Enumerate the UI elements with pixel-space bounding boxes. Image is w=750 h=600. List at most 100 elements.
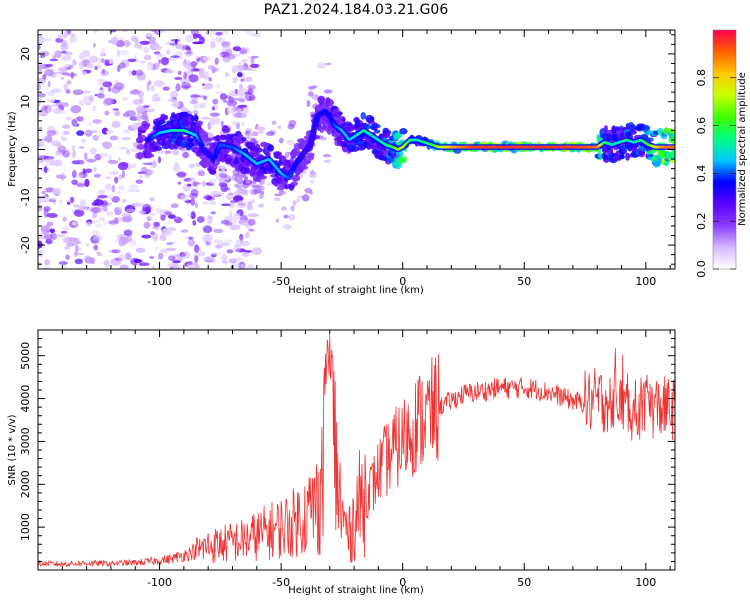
heatmap-cell	[123, 129, 130, 134]
heatmap-cell	[44, 259, 50, 266]
heatmap-cell	[190, 115, 199, 121]
heatmap-cell	[44, 157, 56, 164]
heatmap-cell	[236, 108, 242, 113]
heatmap-cell	[228, 258, 237, 264]
heatmap-cell	[168, 241, 177, 245]
heatmap-cell	[149, 197, 155, 202]
snr-y-axis: 1000 2000 3000 4000 5000	[19, 329, 675, 571]
heatmap-cell	[156, 45, 162, 51]
heatmap-cell	[277, 125, 282, 129]
heatmap-cell	[265, 183, 273, 186]
heatmap-cell	[201, 116, 211, 120]
colorbar: 0.0 0.2 0.4 0.6 0.8 Normalized spectral ampl…	[695, 29, 748, 278]
heatmap-cell	[192, 220, 197, 226]
heatmap-cell	[111, 184, 116, 193]
heatmap-cell	[199, 102, 206, 109]
heatmap-cell	[44, 166, 48, 174]
heatmap-cell	[94, 153, 102, 161]
heatmap-cell	[197, 170, 205, 177]
heatmap-cell	[223, 99, 228, 103]
heatmap-cell	[185, 34, 194, 43]
heatmap-cell	[245, 167, 251, 175]
heatmap-cell	[338, 111, 343, 116]
heatmap-cell	[111, 120, 121, 129]
heatmap-cell	[74, 250, 78, 258]
heatmap-cell	[224, 239, 233, 243]
heatmap-cell	[222, 187, 231, 191]
heatmap-cell	[209, 169, 217, 175]
heatmap-cell	[72, 59, 77, 66]
heatmap-cell	[78, 100, 85, 107]
heatmap-cell	[62, 150, 70, 158]
heatmap-cell	[224, 71, 229, 78]
heatmap-cell	[71, 179, 78, 185]
heatmap-cell	[101, 58, 105, 64]
heatmap-cell	[60, 137, 68, 142]
heatmap-cell	[85, 168, 93, 174]
y-tick-label: -10	[19, 188, 32, 206]
heatmap-cell	[191, 110, 200, 114]
heatmap-cell	[45, 187, 55, 193]
heatmap-cell	[63, 102, 69, 108]
heatmap-cell	[143, 46, 150, 54]
heatmap-cell	[290, 181, 299, 187]
chart-title: PAZ1.2024.184.03.21.G06	[264, 2, 449, 18]
heatmap-cell	[240, 236, 244, 244]
heatmap-cell	[247, 56, 252, 60]
heatmap-cell	[164, 41, 172, 46]
heatmap-cell	[223, 127, 231, 133]
heatmap-cell	[195, 202, 198, 208]
heatmap-cell	[49, 228, 55, 234]
heatmap-cell	[166, 242, 174, 246]
heatmap-cell	[258, 193, 264, 199]
heatmap-cell	[51, 197, 56, 201]
heatmap-cell	[55, 37, 64, 43]
heatmap-cell	[49, 58, 59, 62]
heatmap-cell	[165, 49, 171, 55]
heatmap-cell	[96, 92, 105, 99]
heatmap-cell	[92, 212, 98, 219]
heatmap-cell	[325, 99, 335, 107]
heatmap-cell	[248, 228, 255, 232]
heatmap-cell	[194, 255, 199, 263]
heatmap-cell	[71, 221, 78, 226]
heatmap-cell	[123, 40, 131, 48]
heatmap-cell	[172, 164, 181, 173]
y-tick-label: 10	[19, 95, 32, 109]
heatmap-cell	[201, 83, 206, 86]
heatmap-cell	[91, 130, 98, 134]
heatmap-cell	[72, 170, 77, 179]
heatmap-cell	[195, 120, 204, 126]
heatmap-cell	[161, 57, 169, 66]
heatmap-cell	[290, 205, 295, 212]
heatmap-cell	[180, 229, 189, 233]
heatmap-cell	[143, 221, 151, 229]
heatmap-cell	[109, 135, 119, 141]
heatmap-cell	[49, 104, 60, 107]
heatmap-cell	[143, 169, 154, 176]
heatmap-cell	[220, 219, 230, 225]
heatmap-cell	[135, 247, 146, 253]
heatmap-cell	[79, 60, 84, 69]
heatmap-cell	[170, 55, 180, 58]
heatmap-cell	[209, 178, 217, 184]
heatmap-cell	[186, 47, 192, 55]
heatmap-cell	[93, 30, 98, 34]
heatmap-cell	[141, 234, 152, 239]
heatmap-cell	[113, 217, 119, 224]
heatmap-cell	[46, 130, 57, 136]
heatmap-cell	[117, 191, 122, 195]
heatmap-cell	[214, 57, 219, 65]
heatmap-cell	[69, 196, 75, 204]
heatmap-cell	[145, 150, 153, 159]
heatmap-cell	[39, 54, 46, 58]
heatmap-cell	[92, 105, 96, 112]
heatmap-cell	[192, 181, 198, 187]
heatmap-cell	[170, 103, 179, 107]
heatmap-cell	[150, 85, 155, 92]
heatmap-cell	[233, 76, 239, 82]
heatmap-cell	[398, 155, 408, 164]
heatmap-cell	[121, 170, 125, 179]
heatmap-cell	[94, 93, 98, 97]
y-tick-label: 5000	[19, 342, 32, 370]
